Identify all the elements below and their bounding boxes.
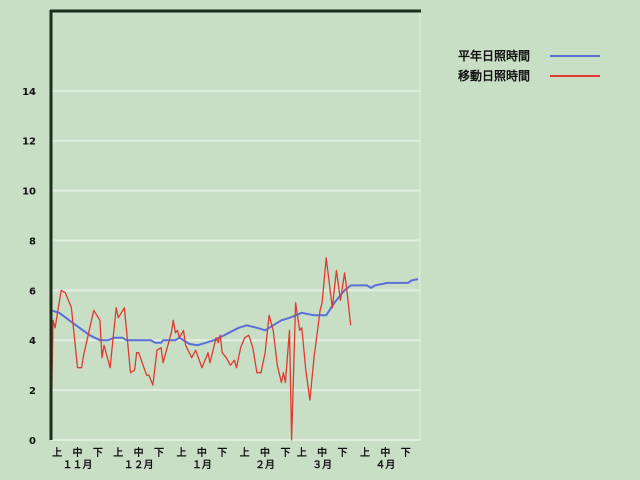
x-tick-dekad-label: 上	[176, 446, 186, 459]
x-tick-month-label: ２月	[255, 459, 275, 471]
y-tick-label: 6	[29, 286, 36, 297]
y-tick-label: 0	[29, 436, 36, 447]
y-tick-label: 10	[22, 187, 36, 198]
y-tick-label: 4	[29, 336, 36, 347]
x-tick-dekad-label: 中	[380, 446, 390, 459]
x-tick-month-label: １１月	[63, 459, 93, 471]
x-tick-dekad-label: 中	[260, 446, 270, 459]
x-tick-month-label: １月	[192, 459, 212, 471]
x-tick-dekad-label: 下	[280, 447, 290, 459]
y-tick-label: 2	[29, 386, 36, 397]
series-points-normal	[50, 279, 419, 346]
x-tick-dekad-label: 下	[338, 447, 348, 459]
series-line-moving	[50, 257, 352, 441]
legend: 平年日照時間 移動日照時間	[458, 48, 600, 83]
x-tick-month-label: ３月	[312, 459, 332, 471]
x-tick-dekad-label: 下	[154, 447, 164, 459]
y-axis-ticks: 0 2 4 6 8 10 12 14	[22, 87, 36, 447]
x-tick-dekad-label: 下	[217, 447, 227, 459]
series-lines	[50, 257, 419, 441]
x-tick-dekad-label: 中	[73, 446, 83, 459]
gridlines	[51, 11, 421, 441]
x-tick-dekad-label: 上	[52, 446, 62, 459]
y-tick-label: 12	[22, 137, 36, 148]
x-tick-dekad-label: 下	[401, 447, 411, 459]
x-tick-month-label: １２月	[124, 459, 154, 471]
y-tick-label: 8	[29, 236, 36, 247]
series-points-moving	[50, 257, 351, 441]
series-line-normal	[50, 278, 419, 347]
legend-label-normal: 平年日照時間	[458, 48, 530, 63]
y-tick-label: 14	[22, 87, 36, 98]
x-tick-dekad-label: 下	[93, 447, 103, 459]
x-axis-ticks: 上中下１１月上中下１２月上中下１月上中下２月上中下３月上中下４月	[52, 446, 411, 471]
x-tick-dekad-label: 中	[134, 446, 144, 459]
x-tick-dekad-label: 上	[360, 446, 370, 459]
x-tick-dekad-label: 上	[113, 446, 123, 459]
x-tick-month-label: ４月	[375, 459, 395, 471]
x-tick-dekad-label: 中	[197, 446, 207, 459]
x-tick-dekad-label: 上	[240, 446, 250, 459]
x-tick-dekad-label: 中	[317, 446, 327, 459]
legend-label-moving: 移動日照時間	[458, 68, 530, 83]
x-tick-dekad-label: 上	[297, 446, 307, 459]
